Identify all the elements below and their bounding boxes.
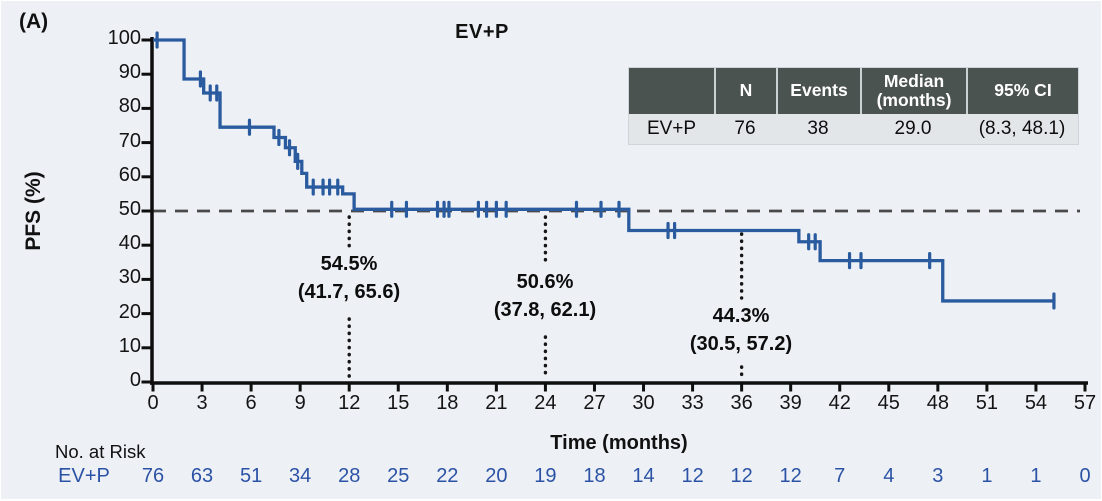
x-tick-label: 42	[828, 392, 851, 414]
x-tick-label: 24	[534, 392, 557, 414]
y-tick-label: 10	[118, 334, 141, 357]
x-tick-label: 0	[147, 392, 159, 414]
at-risk-value: 18	[583, 465, 606, 487]
x-tick-label: 15	[387, 392, 410, 414]
at-risk-value: 1	[1030, 465, 1042, 487]
summary-cell-group: EV+P	[629, 114, 714, 144]
at-risk-group-label: EV+P	[58, 465, 110, 487]
y-tick-label: 50	[118, 198, 141, 220]
y-tick-label: 40	[118, 232, 141, 255]
x-axis-title: Time (months)	[550, 432, 688, 454]
summary-table-header-row: N Events Median (months) 95% CI	[629, 68, 1078, 114]
landmark-ci: (30.5, 57.2)	[689, 333, 793, 355]
summary-header-n: N	[714, 68, 776, 114]
y-axis-title: PFS (%)	[22, 171, 45, 251]
at-risk-value: 25	[387, 465, 410, 487]
landmark-annotation-36mo: 44.3% (30.5, 57.2)	[631, 302, 851, 358]
summary-cell-n: 76	[714, 114, 776, 144]
landmark-annotation-24mo: 50.6% (37.8, 62.1)	[435, 268, 655, 324]
landmark-pct: 44.3%	[712, 305, 770, 327]
x-tick-label: 39	[779, 392, 802, 414]
y-tick-label: 100	[107, 27, 141, 49]
at-risk-value: 51	[239, 465, 263, 487]
landmark-ci: (37.8, 62.1)	[493, 299, 597, 321]
x-tick-label: 3	[196, 392, 208, 414]
y-tick-label: 90	[118, 61, 141, 84]
x-tick-label: 57	[1073, 392, 1097, 414]
at-risk-value: 0	[1079, 465, 1091, 487]
summary-header-events: Events	[776, 68, 860, 114]
summary-table-data-row: EV+P 76 38 29.0 (8.3, 48.1)	[629, 114, 1078, 144]
x-tick-label: 30	[632, 392, 655, 414]
summary-table: N Events Median (months) 95% CI EV+P 76 …	[629, 68, 1078, 144]
summary-cell-events: 38	[776, 114, 860, 144]
at-risk-value: 12	[681, 465, 704, 487]
at-risk-value: 63	[190, 465, 214, 487]
at-risk-value: 7	[834, 465, 846, 487]
landmark-pct: 50.6%	[516, 271, 574, 293]
panel-label: (A)	[19, 10, 49, 33]
x-tick-label: 21	[485, 392, 508, 414]
at-risk-value: 14	[632, 465, 655, 487]
x-tick-label: 54	[1024, 392, 1048, 414]
at-risk-value: 3	[932, 465, 944, 487]
y-tick-label: 80	[118, 95, 141, 118]
y-tick-label: 70	[118, 129, 141, 152]
summary-cell-ci: (8.3, 48.1)	[966, 114, 1078, 144]
at-risk-value: 12	[730, 465, 753, 487]
at-risk-value: 4	[883, 465, 895, 487]
y-tick-label: 30	[118, 266, 141, 289]
x-tick-label: 18	[436, 392, 459, 414]
at-risk-value: 76	[141, 465, 165, 487]
x-tick-label: 6	[245, 392, 257, 414]
at-risk-value: 1	[981, 465, 993, 487]
at-risk-caption: No. at Risk	[55, 441, 146, 462]
summary-header-median: Median (months)	[860, 68, 966, 114]
x-tick-label: 27	[583, 392, 606, 414]
x-tick-label: 48	[926, 392, 949, 414]
summary-header-group	[629, 68, 714, 114]
x-tick-label: 36	[730, 392, 753, 414]
x-tick-label: 33	[681, 392, 704, 414]
at-risk-value: 12	[779, 465, 802, 487]
x-tick-label: 9	[294, 392, 306, 414]
y-tick-label: 60	[118, 163, 141, 186]
at-risk-value: 34	[289, 465, 312, 487]
summary-cell-median: 29.0	[860, 114, 966, 144]
x-tick-label: 12	[338, 392, 361, 414]
at-risk-value: 20	[485, 465, 508, 487]
y-tick-label: 20	[118, 300, 141, 323]
at-risk-value: 28	[338, 465, 361, 487]
at-risk-value: 22	[436, 465, 459, 487]
summary-header-ci: 95% CI	[966, 68, 1078, 114]
landmark-pct: 54.5%	[320, 253, 378, 275]
at-risk-value: 19	[534, 465, 557, 487]
x-tick-label: 51	[975, 392, 999, 414]
y-tick-label: 0	[129, 369, 141, 391]
landmark-ci: (41.7, 65.6)	[297, 281, 401, 303]
x-tick-label: 45	[877, 392, 900, 414]
landmark-annotation-12mo: 54.5% (41.7, 65.6)	[239, 250, 459, 306]
chart-title: EV+P	[455, 21, 509, 43]
